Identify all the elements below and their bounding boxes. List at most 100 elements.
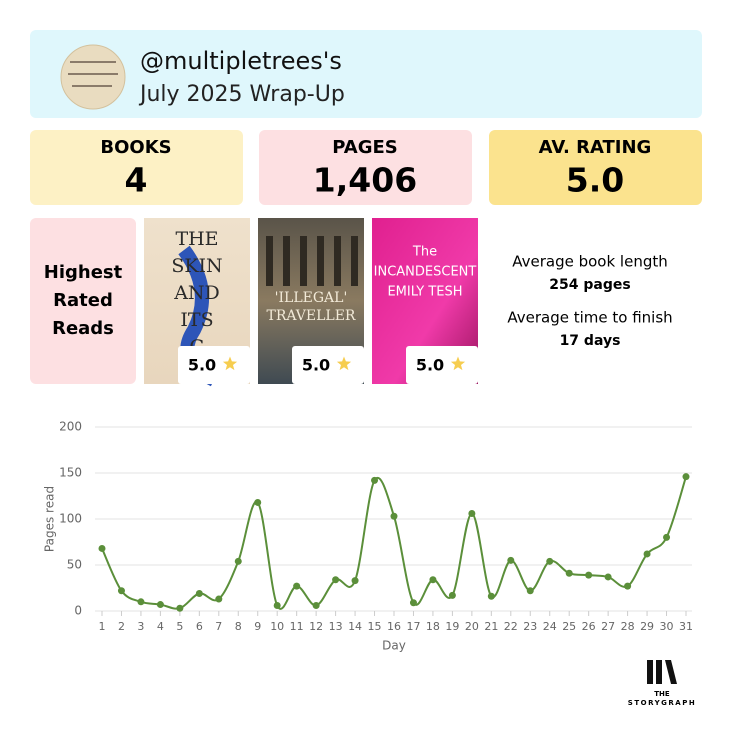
x-tick-label: 17 [406,620,420,633]
star-icon [222,356,238,371]
highest-rated-title: Reads [52,318,114,339]
point [409,599,417,607]
cover-art [351,236,358,286]
x-tick-label: 18 [426,620,440,633]
x-tick-label: 25 [562,620,576,633]
point [351,577,359,585]
line [101,476,687,610]
point [565,569,573,577]
highest-rated-box [30,218,136,384]
x-tick-label: 1 [99,620,106,633]
point [332,576,340,584]
x-tick-label: 19 [445,620,459,633]
stat-label: BOOKS [100,137,171,158]
x-tick-label: 8 [235,620,242,633]
x-tick-label: 29 [640,620,654,633]
point [312,601,320,609]
cover-art [334,236,341,286]
x-axis-label: Day [382,639,406,653]
point [682,473,690,481]
logo-bar [665,660,677,684]
stat-value: 5.0 [566,161,624,200]
x-tick-label: 15 [368,620,382,633]
point [293,582,301,590]
point [604,573,612,581]
cover-art [266,236,273,286]
cover-art [317,236,324,286]
x-tick-label: 9 [254,620,261,633]
cover-text: The [412,245,437,260]
highest-rated-title: Highest [44,262,123,283]
point [137,598,145,606]
x-tick-label: 12 [309,620,323,633]
y-tick-label: 200 [59,420,82,434]
x-tick-label: 23 [523,620,537,633]
logo-text: THE [654,690,670,698]
x-tick-label: 21 [484,620,498,633]
star-icon [336,356,352,371]
point [98,544,106,552]
x-tick-label: 6 [196,620,203,633]
average-label: Average time to finish [507,309,672,327]
cover-text: 'ILLEGAL' [275,290,348,306]
average-label: Average book length [512,253,668,271]
rating-badge [406,346,478,384]
x-tick-label: 22 [504,620,518,633]
avatar [60,44,126,110]
x-tick-label: 16 [387,620,401,633]
x-tick-label: 14 [348,620,362,633]
x-tick-label: 20 [465,620,479,633]
x-tick-label: 26 [582,620,596,633]
point [254,498,262,506]
cover-art [300,236,307,286]
point [468,509,476,517]
x-tick-label: 30 [660,620,674,633]
point [429,576,437,584]
x-tick-label: 24 [543,620,557,633]
subtitle: July 2025 Wrap-Up [138,82,345,107]
x-tick-label: 7 [215,620,222,633]
x-tick-label: 4 [157,620,164,633]
point [663,533,671,541]
x-tick-label: 5 [176,620,183,633]
rating-badge [178,346,250,384]
header-box [30,30,702,118]
stat-value: 4 [125,161,148,200]
y-tick-label: 100 [59,512,82,526]
stat-box [259,130,472,205]
rating-value: 5.0 [188,356,216,375]
cover-text: EMILY TESH [387,285,462,300]
y-axis-label: Pages read [43,486,57,552]
average-value: 254 pages [549,277,630,293]
rating-value: 5.0 [416,356,444,375]
point [507,556,515,564]
logo-text: STORYGRAPH [628,699,696,707]
y-tick-label: 0 [74,604,82,618]
cover-text: THE [175,228,218,250]
point [273,601,281,609]
point [390,512,398,520]
x-tick-label: 3 [137,620,144,633]
point [195,590,203,598]
highest-rated-title: Rated [53,290,113,311]
point [156,601,164,609]
cover-text: TRAVELLER [267,308,356,324]
rating-badge [292,346,364,384]
average-value: 17 days [560,333,621,349]
cover-text: ITS [180,309,213,331]
cover-text: INCANDESCENT [374,265,477,280]
rating-value: 5.0 [302,356,330,375]
star-icon [450,356,466,371]
point [526,587,534,595]
point [487,592,495,600]
x-tick-label: 28 [621,620,635,633]
point [215,595,223,603]
point [546,557,554,565]
x-tick-label: 31 [679,620,693,633]
x-tick-label: 27 [601,620,615,633]
x-tick-label: 10 [270,620,284,633]
point [643,550,651,558]
logo-bar [647,660,653,684]
x-tick-label: 11 [290,620,304,633]
